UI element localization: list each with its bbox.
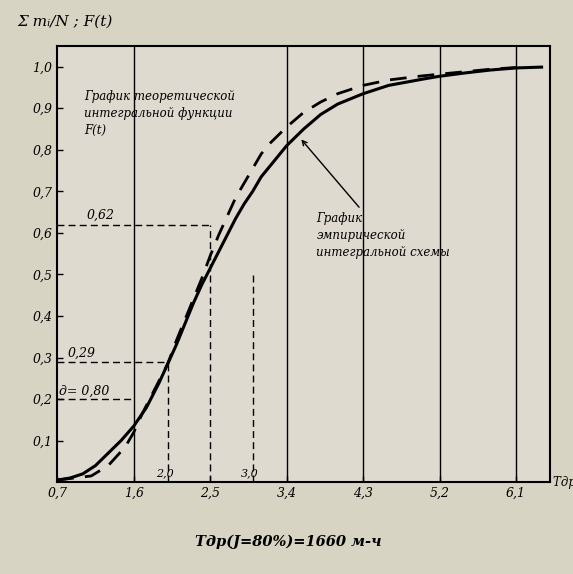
Text: График теоретической
интегральной функции
F(t): График теоретической интегральной функци… — [84, 90, 236, 137]
Text: д= 0,80: д= 0,80 — [59, 385, 109, 398]
Text: 0,29: 0,29 — [68, 347, 96, 360]
Text: Тдр, тыс. м-ч: Тдр, тыс. м-ч — [552, 476, 573, 488]
Text: 2,0: 2,0 — [156, 468, 174, 478]
Text: Σ mᵢ/N ; F(t): Σ mᵢ/N ; F(t) — [18, 14, 113, 29]
Text: 3,0: 3,0 — [241, 468, 259, 478]
Text: График
эмпирической
интегральной схемы: График эмпирической интегральной схемы — [302, 141, 450, 259]
Text: 0,62: 0,62 — [87, 208, 115, 222]
Text: Тдр(J=80%)=1660 м-ч: Тдр(J=80%)=1660 м-ч — [195, 534, 382, 549]
